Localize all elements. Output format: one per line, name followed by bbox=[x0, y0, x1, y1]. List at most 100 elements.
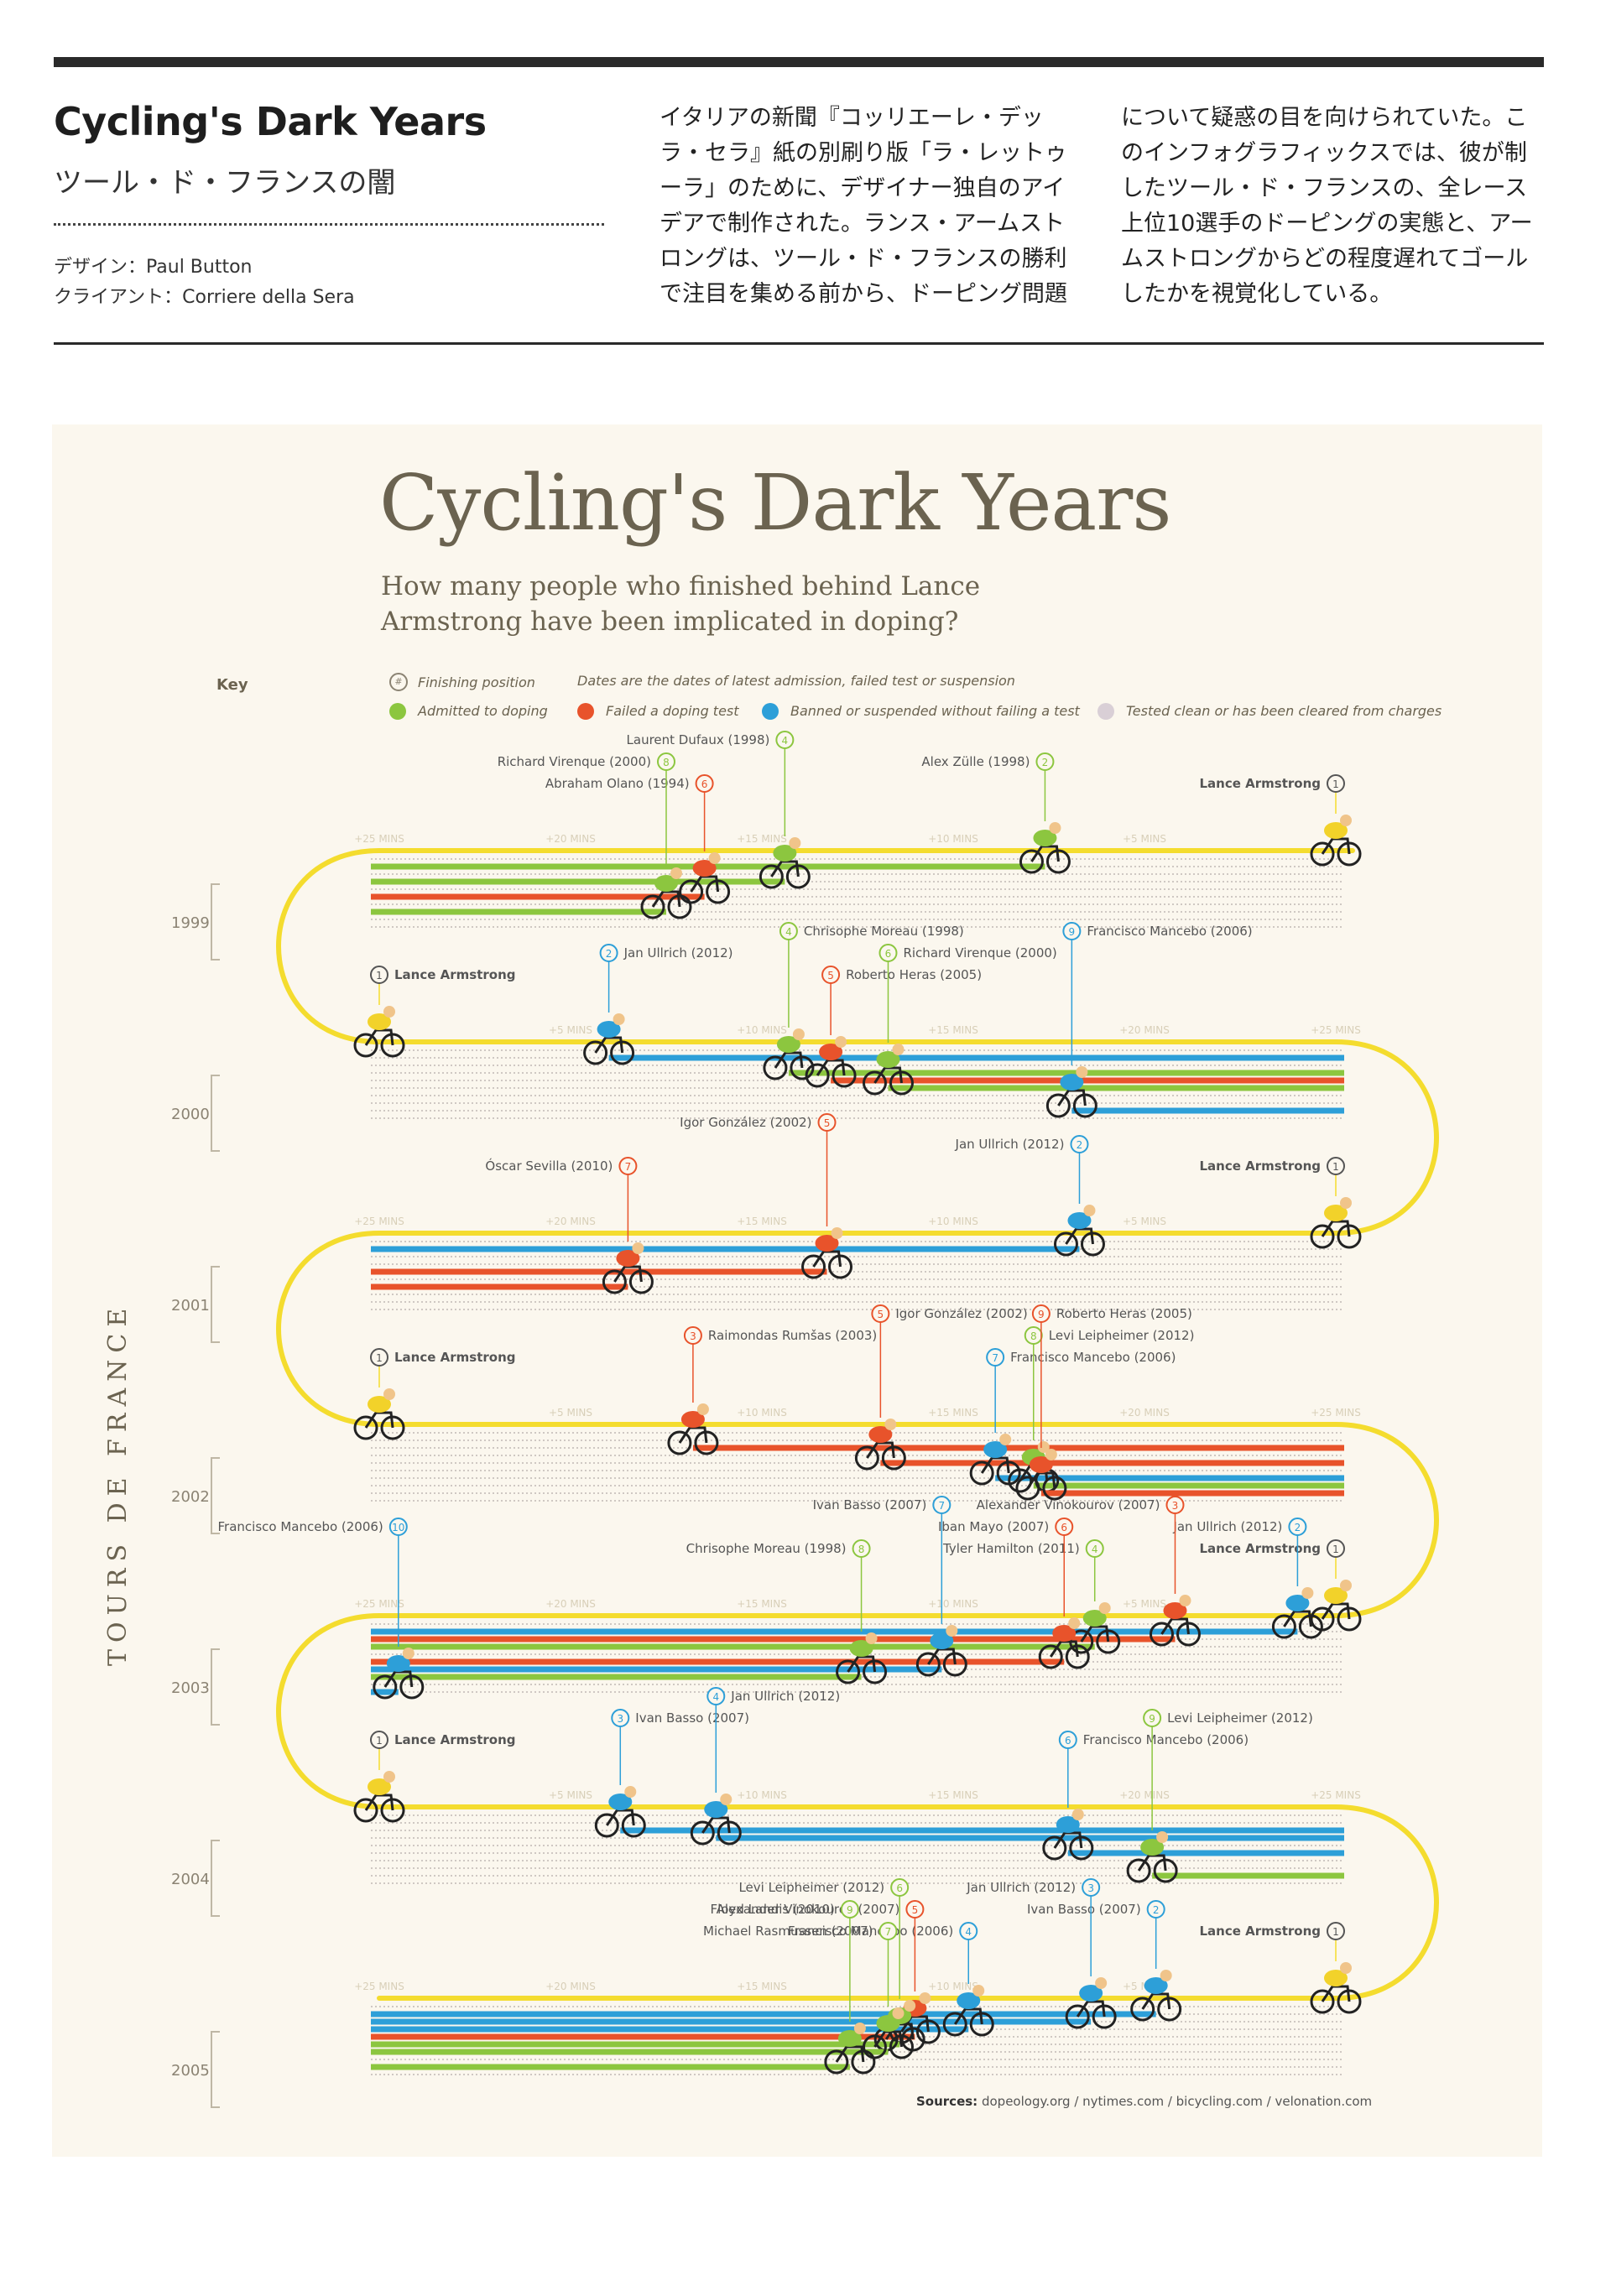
rider-jersey-icon bbox=[368, 1778, 391, 1795]
finishing-position-number: 4 bbox=[712, 1691, 719, 1703]
finishing-position-badge bbox=[986, 1348, 1005, 1367]
bicycle-frame-icon bbox=[774, 1051, 804, 1069]
bicycle-frame-icon bbox=[701, 1816, 731, 1834]
bicycle-wheel-icon bbox=[759, 864, 784, 889]
bicycle-frame-icon bbox=[873, 2030, 903, 2048]
finishing-position-badge bbox=[370, 1731, 388, 1749]
rider-name-label: Francisco Mancebo (2006) bbox=[1087, 924, 1252, 939]
finishing-position-number: 8 bbox=[1030, 1330, 1037, 1342]
description-column-1: イタリアの新聞『コッリエーレ・デッラ・セラ』紙の別刷り版「ラ・レットゥーラ」のた… bbox=[660, 105, 1067, 307]
minute-marker: +15 MINS bbox=[928, 1407, 978, 1419]
minute-marker: +25 MINS bbox=[1311, 1024, 1361, 1036]
finishing-position-badge bbox=[1070, 1135, 1089, 1153]
rider-jersey-icon bbox=[597, 1021, 621, 1038]
rider-head-icon bbox=[613, 1013, 625, 1025]
finishing-position-badge bbox=[1327, 774, 1345, 793]
rider-name-label: Abraham Olano (1994) bbox=[545, 776, 690, 791]
bicycle-wheel-icon bbox=[1038, 1644, 1063, 1669]
finishing-position-badge bbox=[1085, 1539, 1104, 1558]
bicycle-wheel-icon bbox=[667, 1430, 692, 1455]
rider-name-label: Lance Armstrong bbox=[394, 1732, 516, 1747]
finishing-position-badge bbox=[1058, 1731, 1077, 1749]
year-bracket bbox=[211, 1648, 220, 1726]
key-failed: Failed a doping test bbox=[606, 703, 739, 719]
finishing-position-number: 2 bbox=[1077, 1139, 1083, 1151]
bicycle-frame-icon bbox=[594, 1036, 624, 1054]
finishing-position-badge bbox=[1055, 1518, 1074, 1536]
bicycle-wheel-icon bbox=[824, 2049, 849, 2075]
finishing-position-number: 4 bbox=[782, 735, 789, 747]
bicycle-frame-icon bbox=[1321, 1985, 1351, 2002]
bicycle-frame-icon bbox=[1137, 1854, 1167, 1872]
rider-name-label: Levi Leipheimer (2012) bbox=[1167, 1710, 1313, 1726]
rider-head-icon bbox=[853, 2023, 866, 2034]
rider-name-label: Francisco Mancebo (2006) bbox=[1010, 1350, 1176, 1365]
finishing-position-number: 6 bbox=[1061, 1522, 1067, 1533]
minute-marker: +10 MINS bbox=[928, 1981, 978, 1992]
rider-jersey-icon bbox=[1082, 1610, 1107, 1627]
rider-name-label: Alex Zülle (1998) bbox=[921, 754, 1030, 769]
finishing-position-number: 6 bbox=[885, 948, 892, 960]
year-label: 2004 bbox=[171, 1871, 210, 1888]
rider-head-icon bbox=[402, 1648, 414, 1659]
year-label: 2005 bbox=[171, 2062, 210, 2080]
finishing-position-number: 2 bbox=[1153, 1904, 1160, 1916]
finishing-position-badge bbox=[1031, 1304, 1051, 1323]
finishing-position-badge bbox=[1327, 1539, 1345, 1558]
rider-jersey-icon bbox=[876, 2015, 900, 2032]
bicycle-frame-icon bbox=[364, 1794, 394, 1811]
finishing-position-number: 2 bbox=[606, 948, 613, 960]
rider-jersey-icon bbox=[1144, 1977, 1168, 1994]
rider-name-label: Chrisophe Moreau (1998) bbox=[686, 1541, 847, 1556]
rider-name-label: Michael Rasmussen (2007) bbox=[703, 1924, 873, 1939]
finishing-position-number: 2 bbox=[1295, 1522, 1301, 1533]
bicycle-wheel-icon bbox=[1065, 2004, 1090, 2029]
rider-name-label: Jan Ullrich (2012) bbox=[955, 1137, 1065, 1152]
bicycle-frame-icon bbox=[1053, 1831, 1083, 1849]
finishing-position-number: 5 bbox=[912, 1904, 919, 1916]
bicycle-wheel-icon bbox=[583, 1040, 608, 1065]
rider-jersey-icon bbox=[386, 1655, 410, 1672]
minute-marker: +15 MINS bbox=[737, 1598, 787, 1610]
rider-name-label: Lance Armstrong bbox=[394, 967, 516, 982]
rider-jersey-icon bbox=[368, 1396, 391, 1413]
rider-jersey-icon bbox=[876, 1051, 900, 1068]
bicycle-wheel-icon bbox=[942, 2012, 967, 2037]
rider-jersey-icon bbox=[1029, 1456, 1053, 1473]
tours-de-france-axis-label: TOURS DE FRANCE bbox=[103, 1302, 133, 1666]
rider-name-label: Richard Virenque (2000) bbox=[498, 754, 651, 769]
finishing-position-number: 1 bbox=[376, 1735, 383, 1747]
minute-marker: +25 MINS bbox=[354, 1216, 404, 1227]
rider-jersey-icon bbox=[1324, 1970, 1348, 1986]
rider-jersey-icon bbox=[1067, 1212, 1092, 1229]
rider-head-icon bbox=[892, 1044, 905, 1055]
rider-head-icon bbox=[972, 1985, 985, 1997]
finishing-position-number: 6 bbox=[701, 778, 708, 790]
year-label: 2000 bbox=[171, 1106, 210, 1123]
bicycle-wheel-icon bbox=[353, 1415, 378, 1440]
rider-jersey-icon bbox=[1060, 1074, 1084, 1091]
rider-head-icon bbox=[1340, 1197, 1352, 1209]
finishing-position-number: 1 bbox=[1332, 1161, 1339, 1173]
finishing-position-number: 3 bbox=[1172, 1500, 1179, 1512]
finishing-position-number: 3 bbox=[690, 1330, 696, 1342]
minute-marker: +20 MINS bbox=[1119, 1407, 1170, 1419]
rider-jersey-icon bbox=[957, 1992, 981, 2009]
finishing-position-number: 8 bbox=[663, 757, 670, 768]
rider-jersey-icon bbox=[1033, 830, 1057, 846]
finishing-position-badge bbox=[1035, 752, 1055, 771]
rider-name-label: Lance Armstrong bbox=[1200, 1158, 1322, 1174]
rider-head-icon bbox=[999, 1434, 1012, 1445]
rider-name-label: Iban Mayo (2007) bbox=[938, 1519, 1049, 1534]
bicycle-frame-icon bbox=[651, 890, 681, 908]
rider-name-label: Floyd Landis (2010) bbox=[711, 1902, 835, 1917]
rider-head-icon bbox=[670, 867, 682, 879]
bicycle-wheel-icon bbox=[763, 1055, 788, 1080]
bicycle-frame-icon bbox=[770, 860, 800, 877]
bicycle-wheel-icon bbox=[1149, 1622, 1174, 1647]
rider-head-icon bbox=[1045, 1449, 1057, 1460]
finishing-position-badge bbox=[1024, 1326, 1043, 1345]
page-subtitle: ツール・ド・フランスの闇 bbox=[54, 166, 396, 200]
bicycle-wheel-icon bbox=[1045, 1093, 1071, 1118]
bicycle-frame-icon bbox=[866, 1441, 895, 1459]
